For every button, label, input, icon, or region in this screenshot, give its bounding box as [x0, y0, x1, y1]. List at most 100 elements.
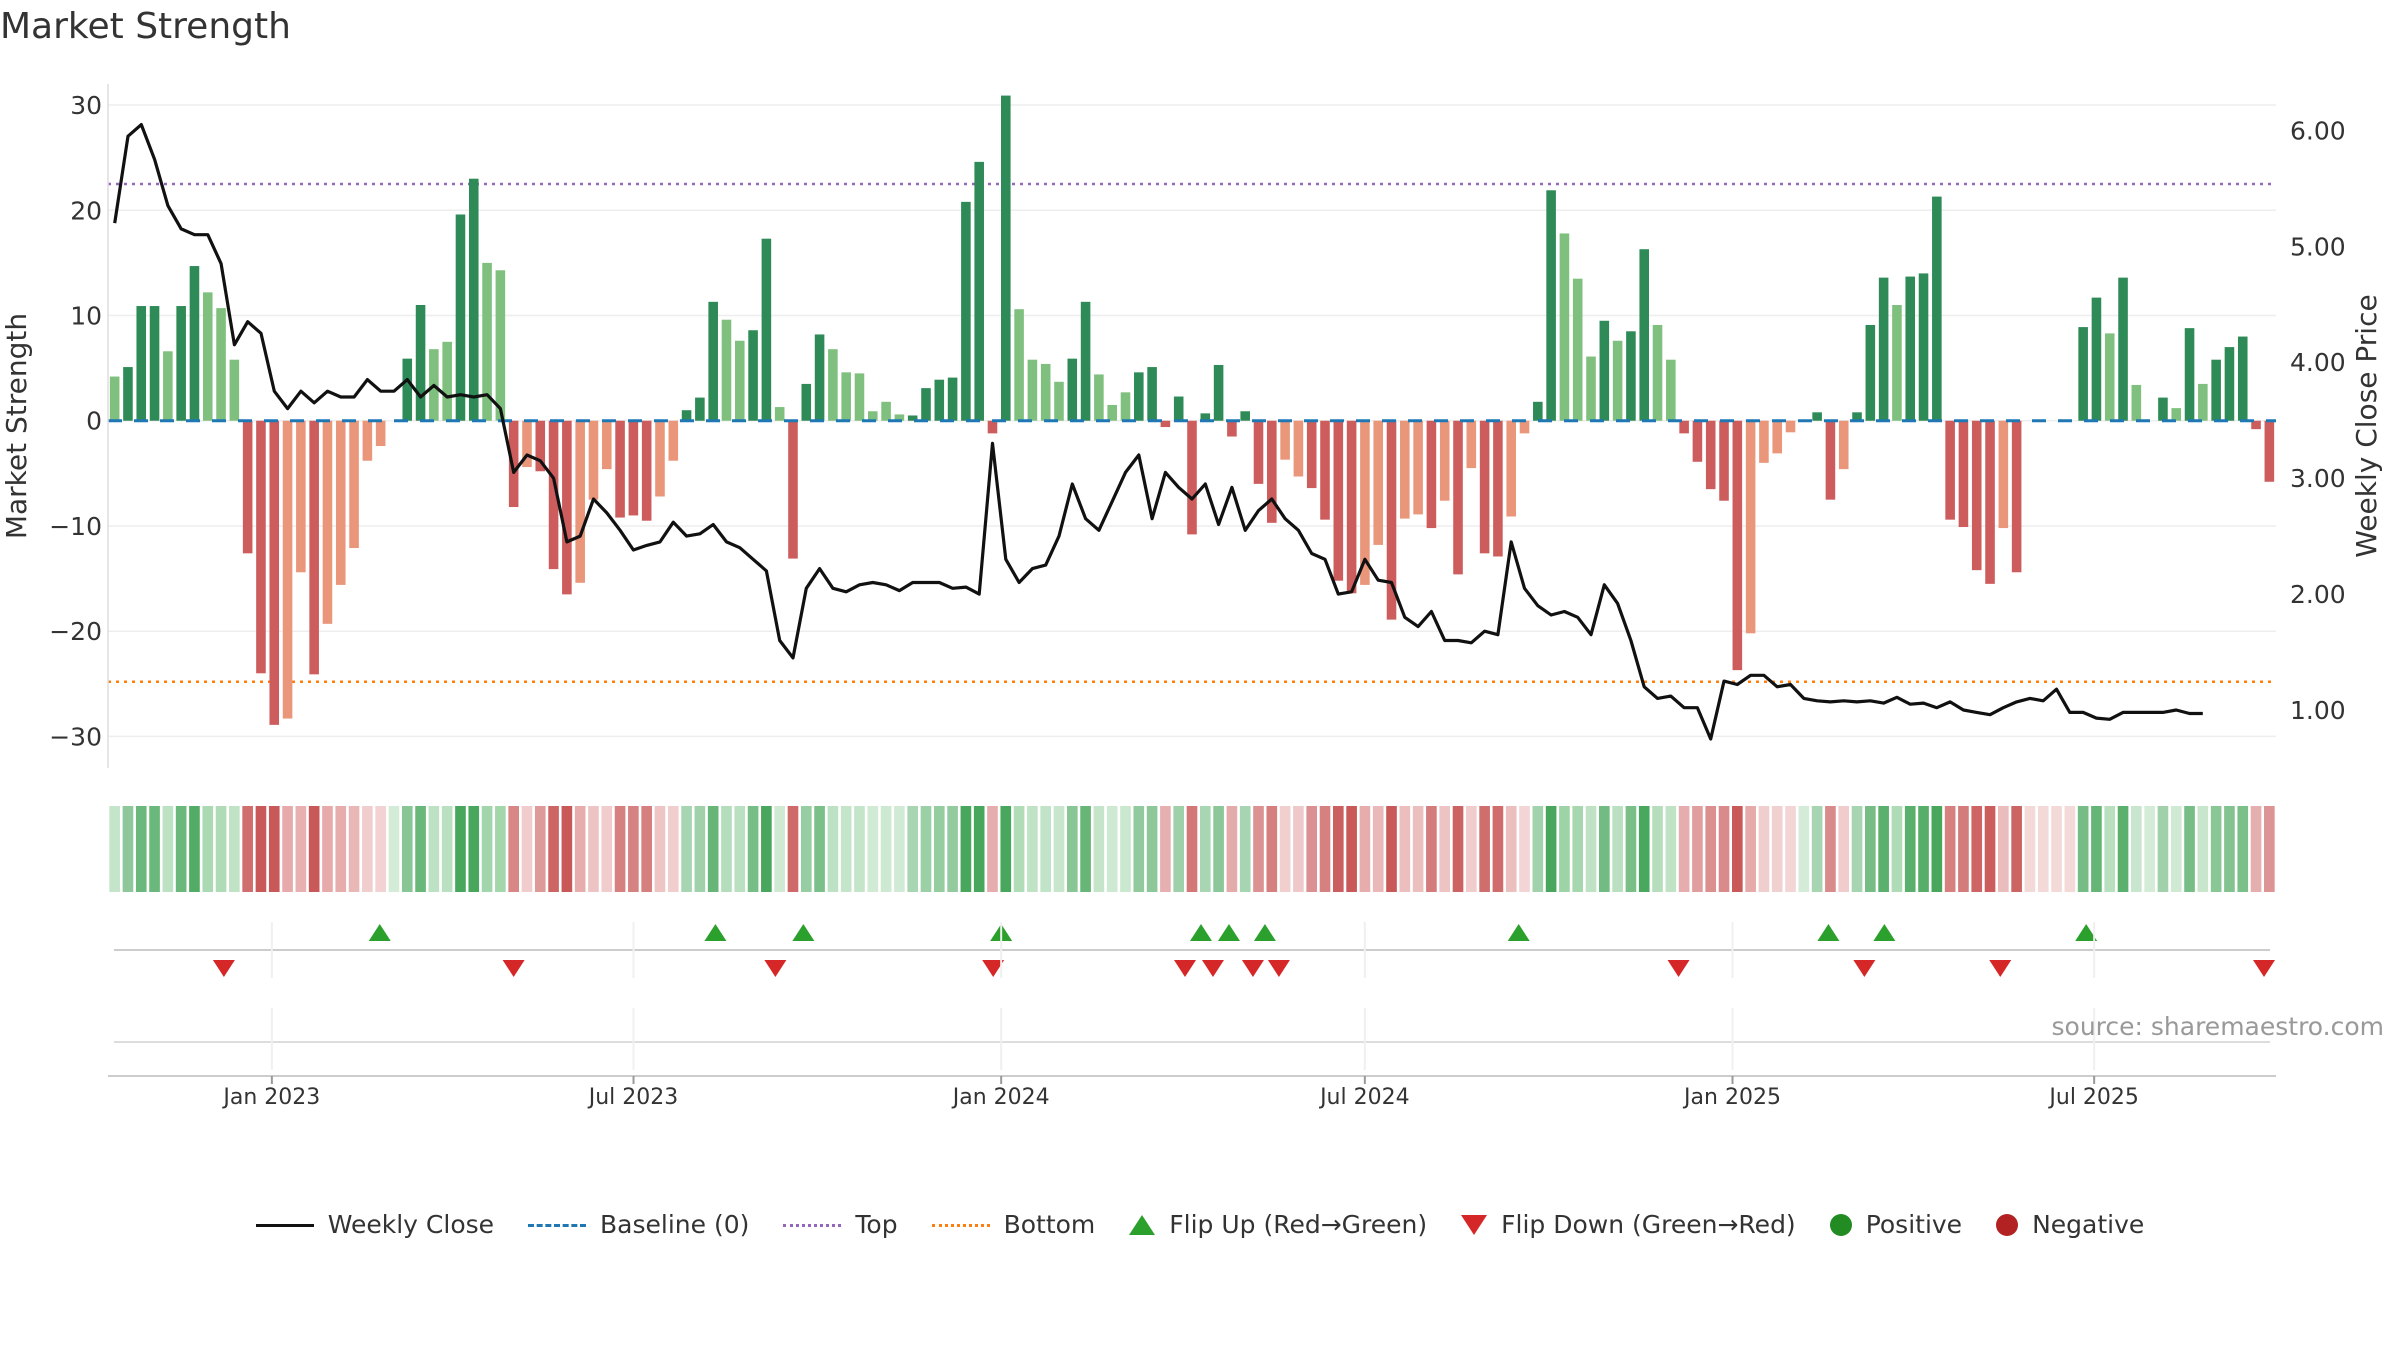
- heat-cell: [1186, 806, 1198, 892]
- heat-cell: [1572, 806, 1584, 892]
- strength-bar: [2224, 347, 2235, 421]
- heat-cell: [1053, 806, 1065, 892]
- heat-cell: [1532, 806, 1544, 892]
- heat-cell: [734, 806, 746, 892]
- flip-down-marker: [212, 960, 235, 977]
- price-line-layer: [113, 122, 2203, 741]
- strength-bar: [309, 420, 319, 675]
- flip-down-marker: [1667, 960, 1690, 977]
- heat-cell: [1027, 806, 1038, 892]
- flip-up-marker: [1253, 924, 1276, 941]
- strength-bar: [1838, 420, 1849, 470]
- strength-bar: [641, 420, 652, 521]
- heat-cell: [415, 806, 426, 892]
- y-left-axis-label: Market Strength: [0, 313, 33, 539]
- heat-cell: [2051, 806, 2062, 892]
- heat-cell: [1133, 806, 1145, 892]
- strength-bar: [455, 214, 466, 421]
- strength-bar: [269, 420, 280, 725]
- heat-cell: [654, 806, 666, 892]
- legend-item-baseline: Baseline (0): [528, 1210, 749, 1239]
- strength-bar: [535, 420, 546, 472]
- flip-down-marker: [1201, 960, 1224, 977]
- legend-item-top: Top: [783, 1210, 898, 1239]
- legend-label: Baseline (0): [600, 1210, 750, 1239]
- strength-bar: [854, 373, 865, 421]
- y-right-tick-label: 2.00: [2290, 580, 2346, 609]
- strength-bar: [1572, 278, 1583, 421]
- heat-cell: [2077, 806, 2089, 892]
- heat-cell: [2104, 806, 2116, 892]
- heat-cell: [1372, 806, 1384, 892]
- strength-bar: [2251, 420, 2261, 430]
- heat-cell: [1732, 806, 1743, 892]
- strength-bar: [136, 306, 147, 421]
- strength-bar: [601, 420, 612, 470]
- legend: Weekly Close Baseline (0) Top Bottom Fli…: [0, 1210, 2400, 1239]
- strength-bar: [1825, 420, 1836, 500]
- strength-bar: [1107, 404, 1117, 421]
- strength-bar: [575, 420, 585, 583]
- strength-bar: [1400, 420, 1410, 519]
- heat-cell: [255, 806, 267, 892]
- heat-cell: [2144, 806, 2155, 892]
- strength-bar: [1479, 420, 1490, 554]
- flip-up-marker: [1873, 924, 1896, 941]
- heat-cell: [1758, 806, 1770, 892]
- y-left-tick-label: 20: [70, 196, 102, 225]
- strength-bar: [1732, 420, 1743, 671]
- strength-bar: [1639, 249, 1650, 421]
- y-right-axis-label: Weekly Close Price: [2350, 294, 2383, 557]
- strength-bar: [748, 330, 758, 421]
- strength-bar: [362, 420, 373, 461]
- heat-cell: [362, 806, 373, 892]
- strength-bar: [894, 414, 905, 421]
- strength-bar: [1373, 420, 1383, 545]
- heat-cell: [508, 806, 519, 892]
- strength-bar: [721, 319, 732, 421]
- heat-cell: [335, 806, 347, 892]
- strength-bar: [2011, 420, 2022, 573]
- strength-bar: [2091, 297, 2102, 421]
- strength-bar: [2237, 336, 2248, 421]
- strength-bar: [2264, 420, 2275, 482]
- heat-cell: [1332, 806, 1344, 892]
- green-dot-icon: [1829, 1213, 1852, 1236]
- strength-bar: [921, 388, 931, 421]
- dashed-line-swatch-icon: [528, 1215, 587, 1235]
- heat-cell: [1146, 806, 1158, 892]
- heat-cell: [614, 806, 626, 892]
- strength-bar: [695, 397, 705, 421]
- strength-bar: [1612, 340, 1623, 421]
- strength-bar: [801, 383, 812, 421]
- heat-cell: [135, 806, 147, 892]
- strength-bar: [1306, 420, 1317, 489]
- heat-cell: [1971, 806, 1983, 892]
- strength-bar: [229, 359, 240, 421]
- strength-bar: [349, 420, 359, 549]
- legend-label: Positive: [1865, 1210, 1963, 1239]
- heat-cell: [601, 806, 613, 892]
- strength-bar: [1160, 420, 1171, 428]
- flip-up-marker: [1189, 924, 1212, 941]
- strength-bar: [1586, 356, 1596, 421]
- heat-cell: [761, 806, 772, 892]
- strength-bar: [1426, 420, 1437, 529]
- heat-cell: [1253, 806, 1264, 892]
- strength-bar: [1439, 420, 1450, 501]
- strength-bar: [1759, 420, 1769, 463]
- y-right-tick-label: 1.00: [2290, 696, 2346, 725]
- heat-cell: [1825, 806, 1836, 892]
- strength-bar: [2104, 333, 2115, 421]
- heat-cell: [561, 806, 573, 892]
- heat-cell: [1013, 806, 1025, 892]
- flip-down-marker: [1853, 960, 1876, 977]
- heat-cell: [1944, 806, 1956, 892]
- legend-label: Bottom: [1003, 1210, 1096, 1239]
- heat-cell: [1904, 806, 1916, 892]
- heat-cell: [1612, 806, 1623, 892]
- heat-cell: [2024, 806, 2036, 892]
- strength-bar: [1719, 420, 1729, 501]
- heat-cell: [2011, 806, 2022, 892]
- strength-bar: [2158, 397, 2168, 421]
